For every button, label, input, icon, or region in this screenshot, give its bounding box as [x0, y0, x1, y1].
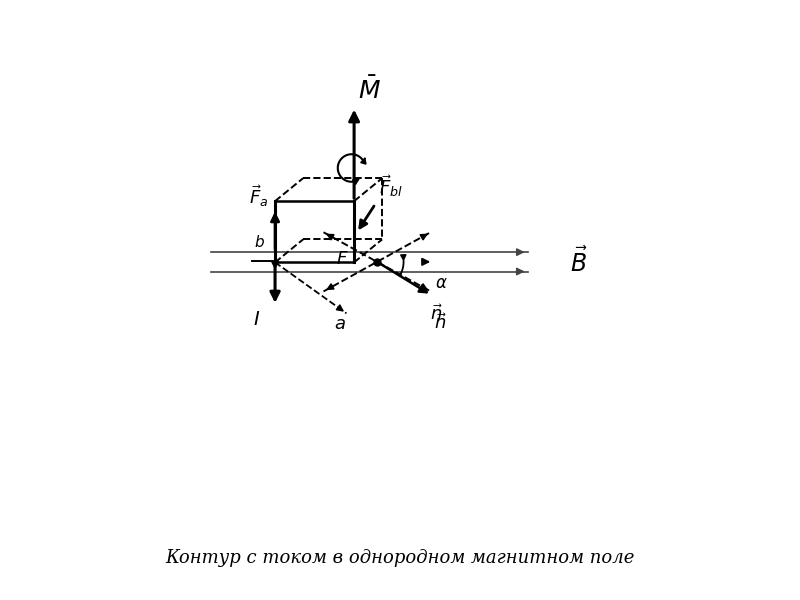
Text: $F$: $F$	[337, 250, 349, 268]
Text: $a$: $a$	[334, 314, 346, 332]
Text: $b$: $b$	[254, 234, 265, 250]
Text: Контур с током в однородном магнитном поле: Контур с током в однородном магнитном по…	[166, 549, 634, 567]
Text: $\vec{F}_{bl}$: $\vec{F}_{bl}$	[379, 173, 403, 199]
Text: $\vec{n}$: $\vec{n}$	[434, 314, 447, 334]
Text: $\vec{n}$: $\vec{n}$	[430, 304, 443, 324]
Text: $\vec{F}_a$: $\vec{F}_a$	[250, 183, 269, 209]
Text: $\alpha$: $\alpha$	[435, 275, 448, 292]
Text: $I$: $I$	[253, 311, 260, 329]
Text: $\bar{M}$: $\bar{M}$	[358, 77, 381, 104]
Text: $\vec{B}$: $\vec{B}$	[570, 247, 587, 277]
